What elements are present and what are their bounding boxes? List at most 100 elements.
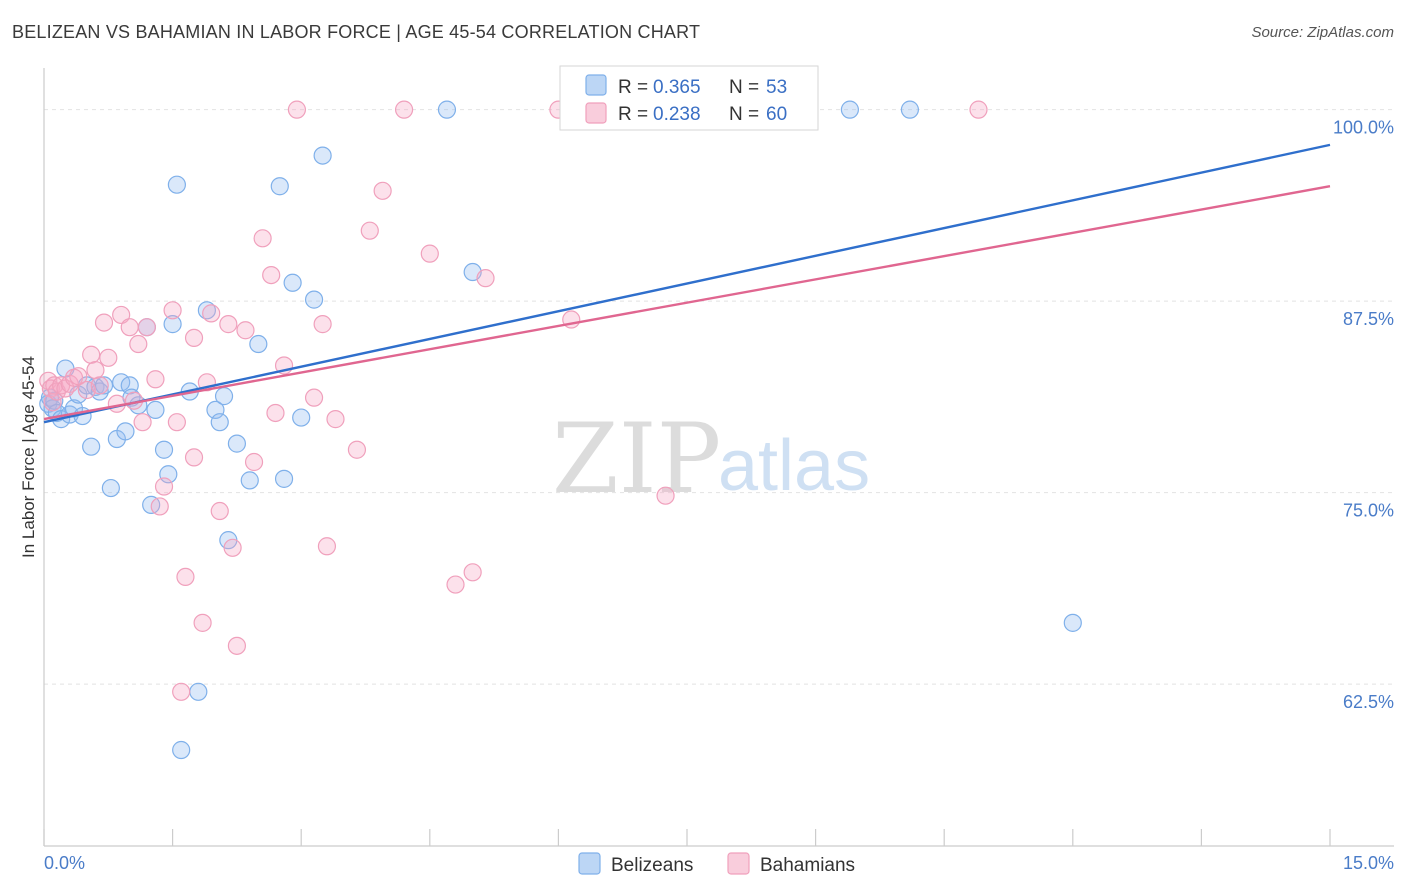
data-point: [94, 376, 114, 395]
data-point: [69, 367, 88, 386]
data-point: [969, 100, 988, 119]
data-point: [244, 452, 264, 472]
data-point: [347, 440, 367, 459]
data-point: [287, 100, 307, 119]
data-point: [172, 682, 191, 701]
grid-lines: [44, 109, 1394, 685]
data-point: [223, 538, 242, 557]
data-points: [39, 100, 1082, 760]
y-tick-label: 62.5%: [1343, 692, 1394, 712]
data-point: [133, 413, 152, 432]
data-point: [163, 301, 182, 320]
data-point: [82, 345, 101, 364]
x-tick-label-min: 0.0%: [44, 853, 85, 873]
data-point: [313, 146, 332, 165]
data-point: [420, 244, 439, 263]
data-point: [172, 740, 191, 760]
data-point: [304, 290, 324, 309]
data-point: [163, 315, 182, 334]
data-point: [394, 100, 414, 119]
data-point: [189, 682, 208, 701]
series-bahamians: [39, 100, 988, 701]
trend-line-bahamians: [43, 185, 1331, 421]
data-point: [193, 613, 212, 632]
data-point: [326, 410, 345, 429]
data-point: [167, 175, 186, 194]
y-tick-label: 87.5%: [1343, 309, 1394, 329]
data-point: [129, 334, 148, 354]
series-legend: Belizeans Bahamians: [578, 852, 855, 876]
legend-n-label-1: N =: [729, 77, 759, 98]
data-point: [840, 100, 859, 119]
y-axis-label: In Labor Force | Age 45-54: [19, 356, 38, 558]
data-point: [227, 434, 246, 453]
data-point: [274, 469, 294, 488]
data-point: [900, 100, 920, 119]
data-point: [656, 486, 675, 505]
data-point: [373, 181, 392, 200]
legend-n-value-2: 60: [766, 104, 787, 125]
legend-swatch-bahamians: [585, 102, 607, 124]
data-point: [463, 563, 482, 582]
bottom-legend-swatch-bahamians: [727, 852, 750, 875]
data-point: [150, 497, 169, 516]
legend-n-value-1: 53: [766, 77, 787, 98]
data-point: [236, 321, 255, 340]
x-tick-marks: [43, 829, 1331, 846]
data-point: [86, 360, 105, 380]
data-point: [146, 370, 165, 389]
data-point: [292, 408, 311, 427]
data-point: [240, 471, 259, 490]
x-tick-label-max: 15.0%: [1343, 853, 1394, 873]
legend-r-label-2: R =: [618, 104, 648, 125]
data-point: [90, 376, 109, 395]
data-point: [270, 177, 289, 196]
data-point: [313, 315, 332, 334]
legend-n-label-2: N =: [729, 104, 759, 125]
legend-r-value-2: 0.238: [653, 104, 701, 125]
data-point: [116, 422, 135, 441]
watermark-zip: ZIP: [552, 403, 721, 515]
data-point: [202, 304, 221, 323]
legend-r-label-1: R =: [618, 77, 648, 98]
source-label: Source: ZipAtlas.com: [1251, 24, 1394, 41]
legend-swatch-belizeans: [585, 74, 607, 96]
data-point: [446, 575, 465, 594]
data-point: [317, 537, 337, 556]
data-point: [266, 403, 285, 423]
data-point: [82, 437, 101, 456]
data-point: [1063, 613, 1082, 632]
legend-r-value-1: 0.365: [653, 77, 701, 98]
data-point: [101, 478, 120, 498]
data-point: [184, 328, 204, 348]
y-tick-label: 100.0%: [1333, 118, 1394, 138]
data-point: [249, 334, 268, 354]
data-point: [94, 313, 114, 332]
data-point: [99, 348, 118, 367]
y-tick-label: 75.0%: [1343, 501, 1394, 521]
trend-line-belizeans: [43, 143, 1331, 424]
data-point: [283, 273, 302, 292]
data-point: [304, 388, 324, 407]
y-tick-labels: 62.5% 75.0% 87.5% 100.0%: [1333, 118, 1394, 713]
data-point: [262, 265, 281, 285]
data-point: [219, 315, 238, 334]
data-point: [210, 413, 229, 432]
data-point: [476, 269, 495, 288]
data-point: [214, 387, 234, 406]
bottom-legend-label-bahamians: Bahamians: [760, 855, 855, 876]
axes: [43, 68, 1394, 847]
data-point: [154, 440, 174, 459]
data-point: [176, 567, 195, 587]
data-point: [137, 318, 156, 337]
data-point: [120, 318, 139, 337]
data-point: [146, 400, 165, 420]
bottom-legend-label-belizeans: Belizeans: [611, 855, 693, 876]
data-point: [253, 229, 272, 248]
watermark-atlas: atlas: [718, 426, 870, 506]
correlation-legend: R = 0.365 N = 53 R = 0.238 N = 60: [559, 65, 819, 131]
chart-title: BELIZEAN VS BAHAMIAN IN LABOR FORCE | AG…: [12, 22, 701, 42]
data-point: [437, 100, 457, 119]
trend-lines: [43, 143, 1331, 424]
data-point: [210, 501, 229, 521]
